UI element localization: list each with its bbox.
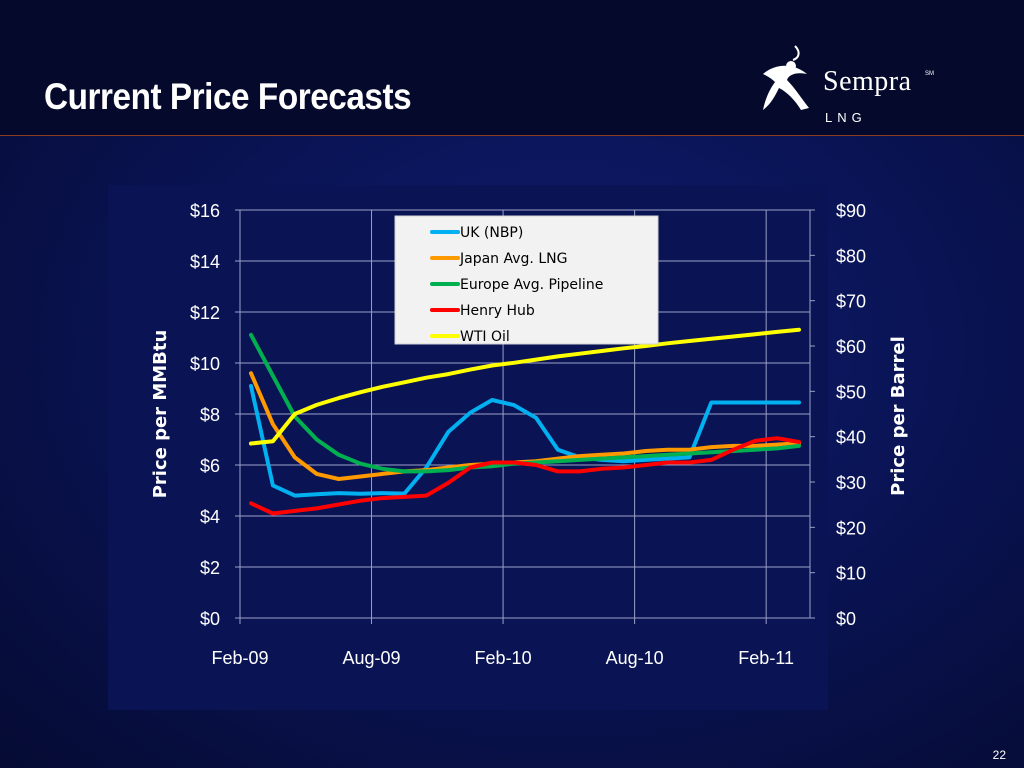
x-tick-label: Aug-10 (606, 648, 664, 668)
legend-label: Europe Avg. Pipeline (460, 277, 603, 293)
series-lines (249, 327, 801, 516)
left-tick-label: $14 (190, 252, 220, 272)
logo-subtitle: LNG (825, 110, 867, 125)
logo-service-mark: SM (925, 71, 934, 77)
right-tick-label: $70 (836, 292, 866, 312)
logo-wordmark: Sempra (823, 66, 912, 97)
legend-label: Henry Hub (460, 303, 535, 319)
legend-label: WTI Oil (460, 329, 510, 345)
right-tick-label: $60 (836, 337, 866, 357)
left-tick-label: $0 (200, 609, 220, 629)
left-tick-label: $2 (200, 558, 220, 578)
right-axis-title: Price per Barrel (888, 336, 909, 496)
slide-title: Current Price Forecasts (44, 76, 412, 117)
x-axis-tick-labels: Feb-09 Aug-09 Feb-10 Aug-10 Feb-11 (211, 618, 794, 668)
page-number: 22 (992, 748, 1006, 762)
left-axis-tick-labels: $0 $2 $4 $6 $8 $10 $12 $14 $16 (190, 201, 240, 629)
left-tick-label: $6 (200, 456, 220, 476)
right-tick-label: $40 (836, 428, 866, 448)
right-tick-label: $20 (836, 518, 866, 538)
header-divider (0, 135, 1024, 136)
left-tick-label: $12 (190, 303, 220, 323)
sempra-runner-icon (763, 45, 809, 110)
x-tick-label: Aug-09 (343, 648, 401, 668)
right-tick-label: $90 (836, 201, 866, 221)
x-tick-label: Feb-11 (738, 648, 794, 668)
left-tick-label: $4 (200, 507, 220, 527)
right-tick-label: $30 (836, 473, 866, 493)
series-line-henry-hub (249, 436, 801, 516)
x-tick-label: Feb-09 (211, 648, 268, 668)
legend: UK (NBP) Japan Avg. LNG Europe Avg. Pipeli… (394, 215, 659, 345)
series-line-uk-nbp (249, 384, 801, 498)
legend-label: Japan Avg. LNG (459, 251, 567, 267)
sempra-lng-logo: Sempra SM LNG (755, 44, 955, 130)
left-tick-label: $10 (190, 354, 220, 374)
right-tick-label: $50 (836, 382, 866, 402)
legend-label: UK (NBP) (460, 225, 523, 241)
right-axis-tick-labels: $0 $10 $20 $30 $40 $50 $60 $70 $80 $90 (810, 201, 866, 629)
left-tick-label: $8 (200, 405, 220, 425)
x-tick-label: Feb-10 (475, 648, 532, 668)
right-tick-label: $10 (836, 564, 866, 584)
right-tick-label: $80 (836, 246, 866, 266)
right-tick-label: $0 (836, 609, 856, 629)
slide-header (0, 0, 1024, 135)
series-line-wti-oil (249, 327, 801, 446)
left-axis-title: Price per MMBtu (150, 330, 171, 499)
left-tick-label: $16 (190, 201, 220, 221)
legend-box (394, 215, 659, 345)
